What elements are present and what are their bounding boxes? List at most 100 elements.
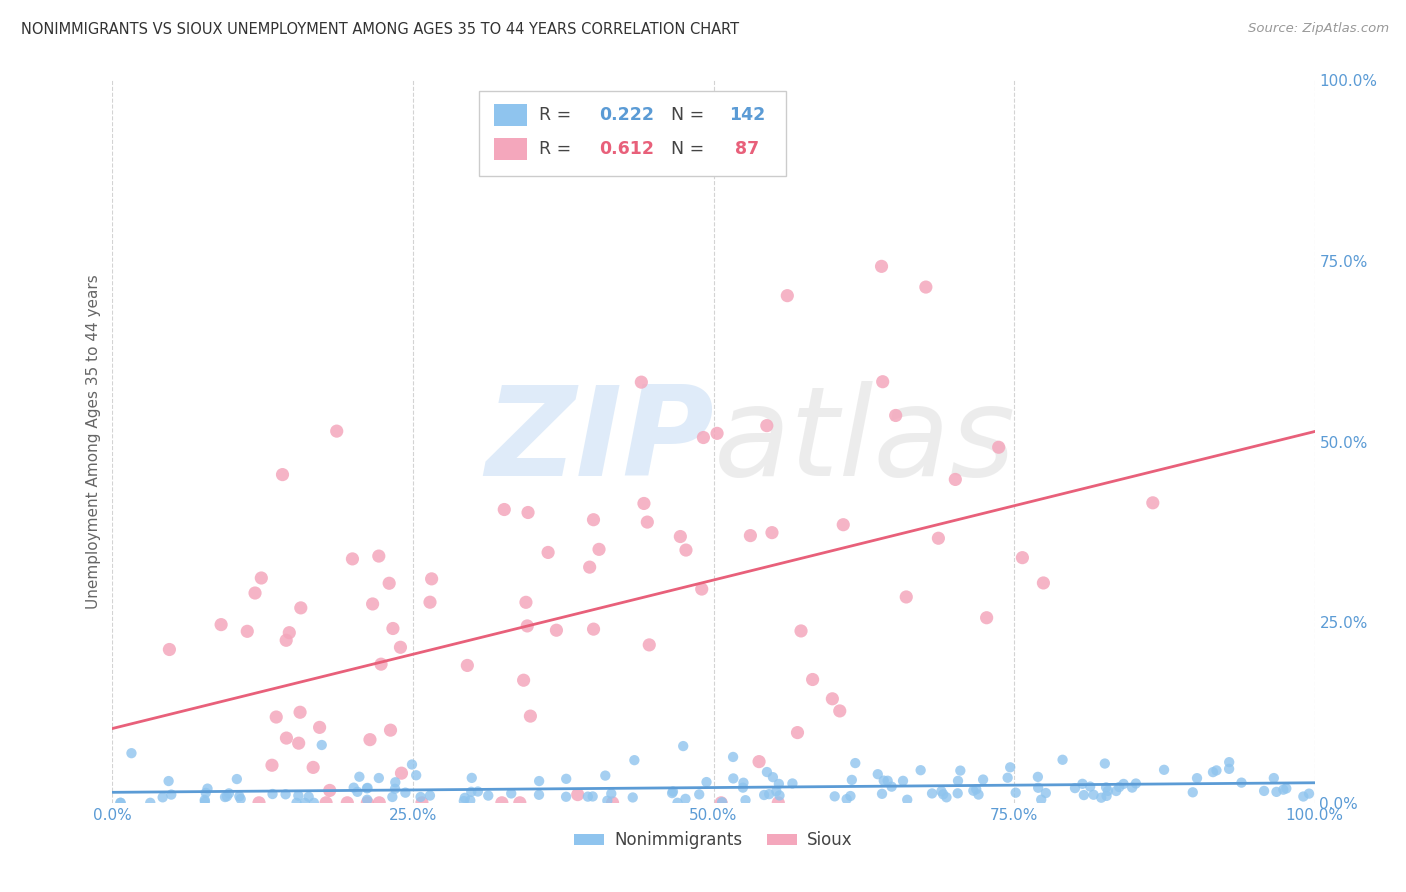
Point: [1108, 780, 1130, 794]
Point: [460, 785, 482, 799]
Point: [835, 792, 858, 806]
Bar: [494, 138, 527, 160]
Point: [453, 794, 475, 808]
Point: [384, 781, 406, 796]
Point: [870, 787, 893, 801]
Point: [110, 796, 132, 810]
Point: [461, 771, 484, 785]
Point: [458, 793, 481, 807]
Point: [512, 673, 534, 688]
Point: [690, 582, 713, 596]
Point: [740, 528, 762, 542]
Point: [748, 755, 770, 769]
Point: [288, 705, 311, 719]
Point: [633, 496, 655, 510]
Point: [228, 789, 250, 804]
Text: 0.222: 0.222: [599, 106, 654, 124]
Point: [298, 789, 321, 804]
Point: [723, 772, 745, 786]
Point: [998, 760, 1021, 774]
Point: [527, 788, 550, 802]
Point: [1272, 782, 1295, 797]
Point: [555, 772, 578, 786]
Point: [824, 789, 846, 804]
Point: [931, 784, 953, 798]
Point: [467, 784, 489, 798]
Point: [946, 773, 969, 788]
Point: [349, 770, 371, 784]
Point: [290, 600, 312, 615]
Point: [755, 765, 778, 780]
Point: [1181, 785, 1204, 799]
Point: [391, 766, 413, 780]
Point: [588, 542, 610, 557]
Point: [197, 781, 219, 796]
Point: [194, 795, 217, 809]
Point: [731, 780, 754, 795]
Y-axis label: Unemployment Among Ages 35 to 44 years: Unemployment Among Ages 35 to 44 years: [86, 274, 101, 609]
Point: [768, 796, 790, 810]
Point: [946, 786, 969, 800]
Point: [1073, 788, 1095, 802]
Point: [274, 787, 297, 801]
Point: [501, 787, 523, 801]
Point: [752, 788, 775, 802]
Point: [1263, 771, 1285, 785]
Point: [582, 622, 605, 636]
Point: [927, 531, 949, 545]
Point: [247, 796, 270, 810]
Point: [519, 709, 541, 723]
Point: [243, 586, 266, 600]
Point: [669, 529, 692, 543]
Point: [1153, 763, 1175, 777]
Text: R =: R =: [540, 106, 576, 124]
Point: [356, 781, 378, 796]
Point: [1052, 753, 1074, 767]
Point: [1121, 780, 1143, 795]
Legend: Nonimmigrants, Sioux: Nonimmigrants, Sioux: [568, 824, 859, 856]
Point: [236, 624, 259, 639]
Point: [157, 774, 180, 789]
Point: [710, 796, 733, 810]
Point: [932, 788, 955, 802]
Text: N =: N =: [672, 140, 710, 158]
Point: [801, 673, 824, 687]
Point: [962, 783, 984, 797]
Point: [768, 789, 790, 803]
Point: [828, 704, 851, 718]
Point: [225, 772, 247, 786]
Point: [965, 782, 987, 797]
Point: [1026, 780, 1049, 795]
Point: [546, 624, 568, 638]
Point: [987, 440, 1010, 454]
Point: [494, 502, 516, 516]
Point: [949, 764, 972, 778]
Point: [555, 789, 578, 804]
Point: [491, 796, 513, 810]
Point: [285, 796, 308, 810]
Point: [384, 775, 406, 789]
Point: [1275, 781, 1298, 796]
Point: [1090, 790, 1112, 805]
Point: [1064, 781, 1087, 796]
Point: [302, 760, 325, 774]
Point: [943, 472, 966, 486]
Point: [578, 560, 600, 574]
Point: [695, 775, 717, 789]
Point: [1071, 777, 1094, 791]
Point: [537, 545, 560, 559]
Point: [394, 786, 416, 800]
Point: [260, 758, 283, 772]
Point: [662, 784, 685, 798]
Point: [194, 793, 217, 807]
Point: [790, 624, 813, 638]
Point: [405, 768, 427, 782]
Point: [517, 506, 540, 520]
Point: [380, 723, 402, 738]
Point: [1218, 755, 1240, 769]
Point: [762, 770, 785, 784]
Point: [1031, 792, 1053, 806]
Point: [915, 280, 938, 294]
Point: [356, 780, 378, 795]
Point: [921, 786, 943, 800]
